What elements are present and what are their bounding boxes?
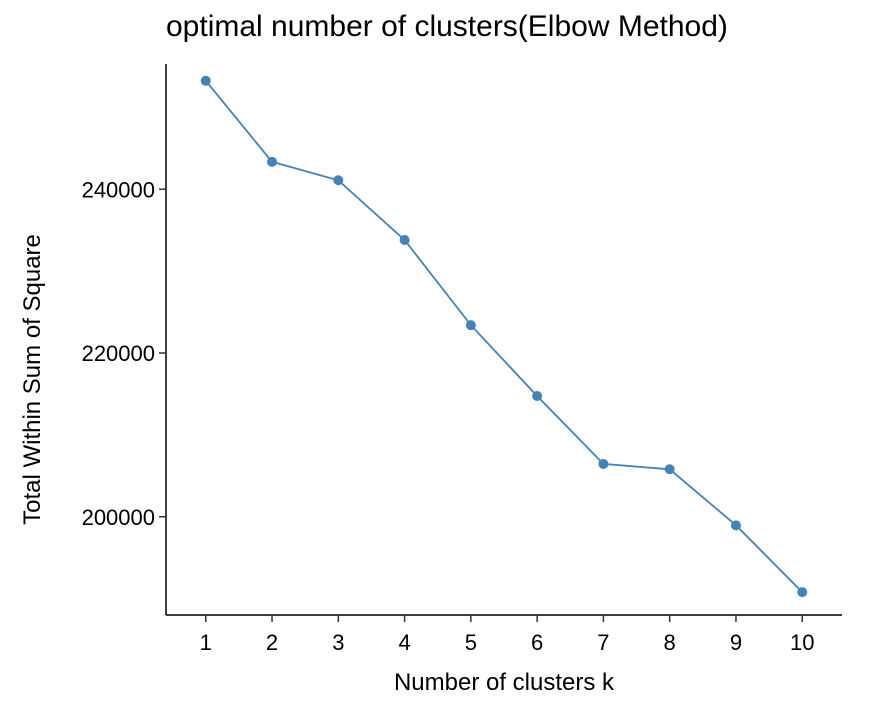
x-tick-label: 8 <box>664 630 676 655</box>
y-tick-label: 200000 <box>82 505 155 530</box>
series-line <box>205 80 803 593</box>
x-tick-label: 10 <box>790 630 814 655</box>
data-point <box>399 235 410 246</box>
x-tick-label: 9 <box>730 630 742 655</box>
data-point <box>532 390 543 401</box>
x-tick-label: 4 <box>398 630 410 655</box>
data-point <box>465 320 476 331</box>
x-tick-label: 2 <box>266 630 278 655</box>
x-tick-label: 3 <box>332 630 344 655</box>
chart-title: optimal number of clusters(Elbow Method) <box>166 10 728 43</box>
plot-area: 200000 220000 240000 1 2 3 4 5 6 7 8 9 10 <box>82 64 842 655</box>
data-point <box>267 156 278 167</box>
data-point <box>664 464 675 475</box>
data-point <box>200 75 211 86</box>
y-tick-label: 240000 <box>82 177 155 202</box>
data-point <box>598 458 609 469</box>
data-point <box>797 587 808 598</box>
data-point <box>730 520 741 531</box>
data-point <box>333 175 344 186</box>
x-axis-title: Number of clusters k <box>394 669 615 696</box>
x-tick-label: 5 <box>465 630 477 655</box>
x-tick-label: 7 <box>597 630 609 655</box>
y-tick-label: 220000 <box>82 341 155 366</box>
y-axis-title: Total Within Sum of Square <box>19 234 46 525</box>
x-tick-label: 6 <box>531 630 543 655</box>
x-tick-label: 1 <box>200 630 212 655</box>
